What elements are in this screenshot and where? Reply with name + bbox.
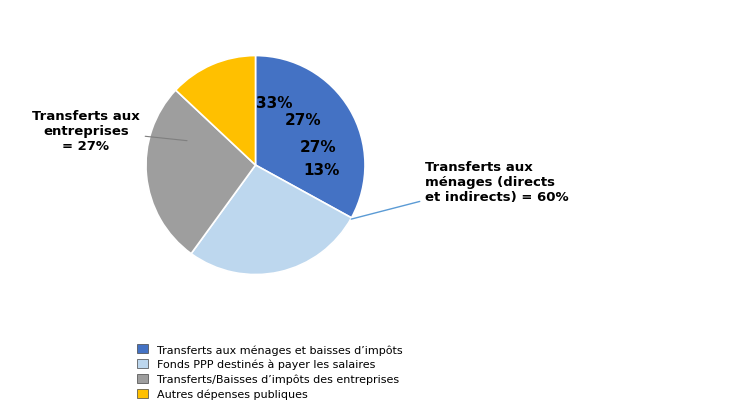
Legend: Transferts aux ménages et baisses d’impôts, Fonds PPP destinés à payer les salai: Transferts aux ménages et baisses d’impô…: [137, 344, 402, 399]
Text: Transferts aux
ménages (directs
et indirects) = 60%: Transferts aux ménages (directs et indir…: [351, 161, 569, 220]
Text: Transferts aux
entreprises
= 27%: Transferts aux entreprises = 27%: [32, 109, 187, 152]
Wedge shape: [255, 56, 365, 218]
Wedge shape: [191, 166, 351, 275]
Wedge shape: [176, 56, 256, 166]
Text: 33%: 33%: [256, 95, 293, 110]
Wedge shape: [146, 91, 255, 254]
Text: 27%: 27%: [285, 113, 321, 128]
Text: 13%: 13%: [303, 162, 339, 177]
Text: 27%: 27%: [300, 139, 337, 155]
